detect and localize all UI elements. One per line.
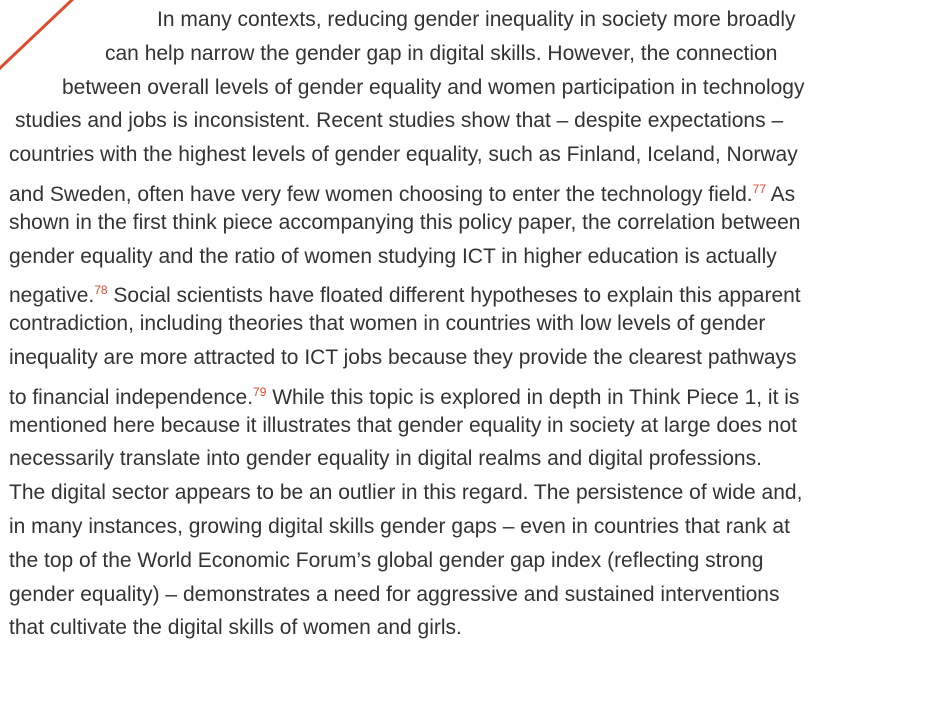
text-run: contradiction, including theories that w…: [9, 312, 766, 336]
text-run: can help narrow the gender gap in digita…: [105, 41, 778, 65]
text-line: and Sweden, often have very few women ch…: [9, 177, 795, 207]
text-run: mentioned here because it illustrates th…: [9, 413, 797, 437]
text-line: shown in the first think piece accompany…: [9, 211, 800, 235]
red-slash: [0, 0, 75, 71]
text-run: necessarily translate into gender equali…: [9, 447, 762, 471]
text-line: necessarily translate into gender equali…: [9, 447, 762, 471]
decorative-slash: [0, 0, 75, 71]
text-run: The digital sector appears to be an outl…: [9, 481, 803, 505]
text-run: inequality are more attracted to ICT job…: [9, 346, 797, 369]
text-line: inequality are more attracted to ICT job…: [9, 346, 797, 370]
text-run: In many contexts, reducing gender inequa…: [157, 8, 796, 31]
text-line: gender equality and the ratio of women s…: [9, 245, 777, 269]
footnote-ref: 78: [94, 283, 108, 298]
footnote-ref: 79: [253, 384, 267, 399]
text-run: countries with the highest levels of gen…: [9, 143, 798, 167]
text-line: gender equality) – demonstrates a need f…: [9, 583, 779, 607]
text-run: While this topic is explored in depth in…: [266, 385, 800, 409]
text-run: the top of the World Economic Forum’s gl…: [9, 548, 764, 572]
text-run: studies and jobs is inconsistent. Recent…: [15, 109, 784, 133]
text-line: the top of the World Economic Forum’s gl…: [9, 549, 763, 573]
text-run: shown in the first think piece accompany…: [9, 210, 801, 234]
footnote-ref: 77: [752, 182, 766, 196]
text-line: contradiction, including theories that w…: [9, 312, 765, 336]
text-line: to financial independence.79 While this …: [9, 380, 799, 410]
text-run: gender equality) – demonstrates a need f…: [9, 582, 780, 606]
text-run: and Sweden, often have very few women ch…: [9, 183, 753, 206]
text-line: countries with the highest levels of gen…: [9, 143, 798, 167]
text-run: negative.: [9, 284, 95, 308]
text-run: Social scientists have floated different…: [107, 284, 801, 308]
text-line: that cultivate the digital skills of wom…: [9, 616, 462, 640]
text-line: mentioned here because it illustrates th…: [9, 414, 797, 438]
text-run: to financial independence.: [9, 385, 254, 409]
text-run: gender equality and the ratio of women s…: [9, 244, 777, 268]
text-run: that cultivate the digital skills of wom…: [9, 616, 462, 640]
text-line: can help narrow the gender gap in digita…: [105, 42, 777, 66]
text-line: The digital sector appears to be an outl…: [9, 481, 802, 505]
text-line: between overall levels of gender equalit…: [62, 76, 804, 100]
text-run: between overall levels of gender equalit…: [62, 75, 805, 99]
text-line: in many instances, growing digital skill…: [9, 515, 790, 539]
text-run: in many instances, growing digital skill…: [9, 515, 790, 538]
text-run: As: [766, 183, 796, 206]
text-line: studies and jobs is inconsistent. Recent…: [15, 109, 783, 133]
text-line: negative.78 Social scientists have float…: [9, 278, 801, 308]
text-line: In many contexts, reducing gender inequa…: [157, 8, 796, 32]
